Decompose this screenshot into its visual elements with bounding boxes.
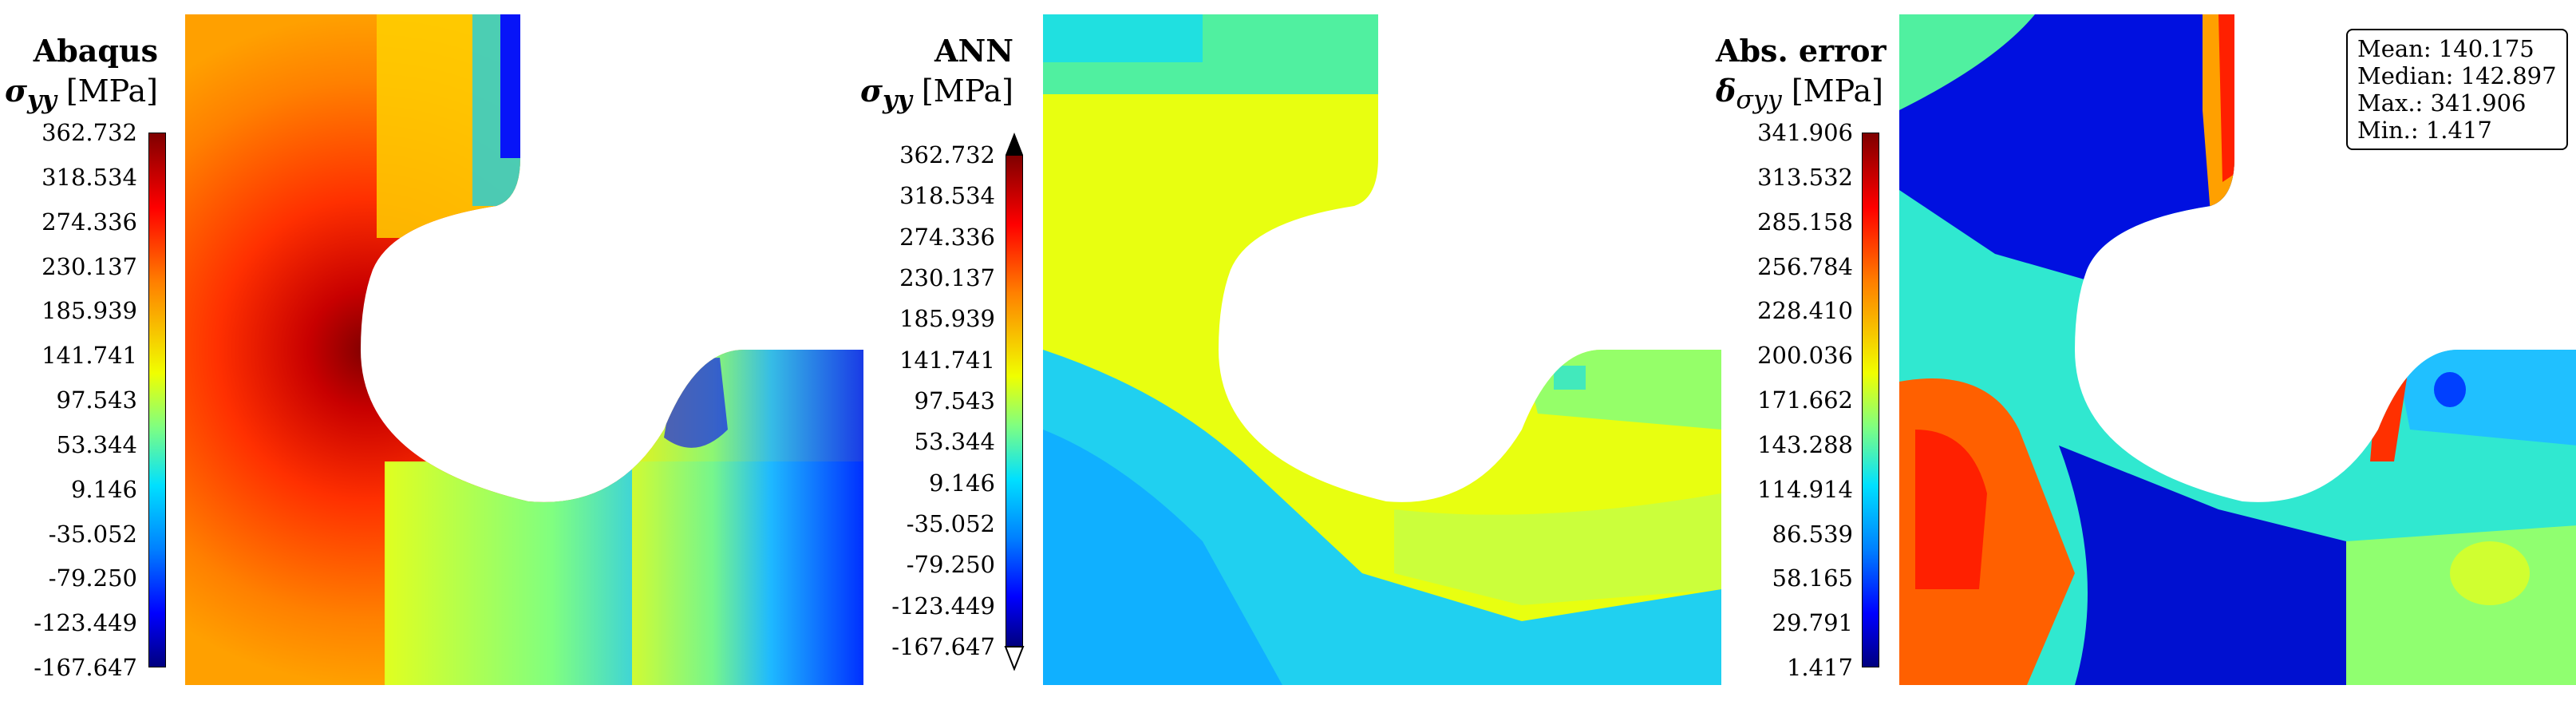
symbol-subscript: yy (883, 85, 912, 115)
colorbar-tick-label: 53.344 (914, 428, 995, 456)
unit-label: [MPa] (65, 73, 158, 109)
statistics-box: Mean: 140.175 Median: 142.897 Max.: 341.… (2346, 29, 2568, 150)
colorbar-tick-label: -123.449 (34, 609, 137, 637)
stat-mean: Mean: 140.175 (2357, 35, 2535, 62)
panel-ann: ANN σyy [MPa] 362.73 (858, 0, 1721, 701)
colorbar-tick-label: 86.539 (1772, 520, 1853, 548)
colorbar-tick-label: 230.137 (41, 252, 137, 280)
colorbar-tick-label: 285.158 (1757, 208, 1853, 236)
panel-abs-error: Abs. error δσyy [MPa] Mean: 140 (1716, 0, 2576, 701)
stat-median: Median: 142.897 (2357, 62, 2557, 89)
symbol-subscript: yy (27, 85, 57, 115)
panel-abaqus: Abaqus σyy [MPa] (0, 0, 863, 701)
colorbar-tick-label: 141.741 (899, 346, 995, 374)
symbol: σ (5, 73, 28, 109)
panel-title: ANN (934, 33, 1013, 69)
colorbar-max-arrow (1006, 133, 1023, 155)
colorbar-tick-label: -35.052 (48, 520, 137, 548)
colorbar-tick-label: -79.250 (48, 564, 137, 592)
colorbar-tick-label: 318.534 (899, 182, 995, 210)
colorbar-tick-label: 141.741 (41, 342, 137, 370)
colorbar-tick-label: 362.732 (899, 141, 995, 168)
colorbar-min-arrow (1004, 646, 1025, 671)
colorbar-tick-label: 200.036 (1757, 342, 1853, 370)
colorbar-tick-label: 9.146 (928, 469, 995, 497)
unit-label: [MPa] (921, 73, 1013, 109)
panel-subtitle: δσyy [MPa] (1716, 73, 1883, 118)
colorbar-tick-label: 143.288 (1757, 430, 1853, 458)
colorbar-tick-label: 97.543 (56, 386, 137, 414)
stress-field-ann (1043, 14, 1721, 685)
stat-max: Max.: 341.906 (2357, 89, 2527, 117)
colorbar-tick-label: -167.647 (34, 654, 137, 681)
colorbar-tick-label: 9.146 (70, 475, 137, 503)
stress-field-abaqus (185, 14, 863, 685)
colorbar-tick-label: 114.914 (1757, 475, 1853, 503)
colorbar (1006, 155, 1023, 647)
colorbar-tick-label: 341.906 (1757, 119, 1853, 146)
panel-subtitle: σyy [MPa] (0, 73, 158, 118)
colorbar (148, 133, 166, 667)
colorbar-tick-label: 185.939 (899, 305, 995, 333)
colorbar-tick-label: 171.662 (1757, 386, 1853, 414)
colorbar-tick-label: 97.543 (914, 387, 995, 414)
symbol: σ (860, 73, 883, 109)
colorbar-tick-label: 29.791 (1772, 609, 1853, 637)
colorbar-tick-label: 318.534 (41, 163, 137, 191)
panel-subtitle: σyy [MPa] (858, 73, 1013, 118)
colorbar-tick-label: 1.417 (1786, 654, 1853, 681)
colorbar-tick-label: 230.137 (899, 264, 995, 291)
colorbar-tick-label: -35.052 (906, 510, 995, 537)
stat-min: Min.: 1.417 (2357, 117, 2492, 144)
colorbar-tick-label: 256.784 (1757, 252, 1853, 280)
colorbar-tick-label: -167.647 (891, 633, 995, 660)
colorbar-tick-label: -123.449 (891, 592, 995, 620)
colorbar-tick-label: 185.939 (41, 297, 137, 325)
colorbar-tick-label: 228.410 (1757, 297, 1853, 325)
colorbar-tick-label: 58.165 (1772, 564, 1853, 592)
panel-title: Abaqus (33, 33, 158, 69)
colorbar (1862, 133, 1879, 667)
unit-label: [MPa] (1791, 73, 1883, 109)
symbol: δ (1716, 73, 1736, 109)
colorbar-tick-label: 313.532 (1757, 163, 1853, 191)
colorbar-tick-label: -79.250 (906, 551, 995, 579)
colorbar-tick-label: 274.336 (899, 223, 995, 251)
symbol-subscript: σyy (1736, 85, 1782, 115)
colorbar-tick-label: 53.344 (56, 430, 137, 458)
colorbar-tick-label: 274.336 (41, 208, 137, 236)
colorbar-tick-label: 362.732 (41, 119, 137, 146)
panel-title: Abs. error (1716, 33, 1887, 69)
